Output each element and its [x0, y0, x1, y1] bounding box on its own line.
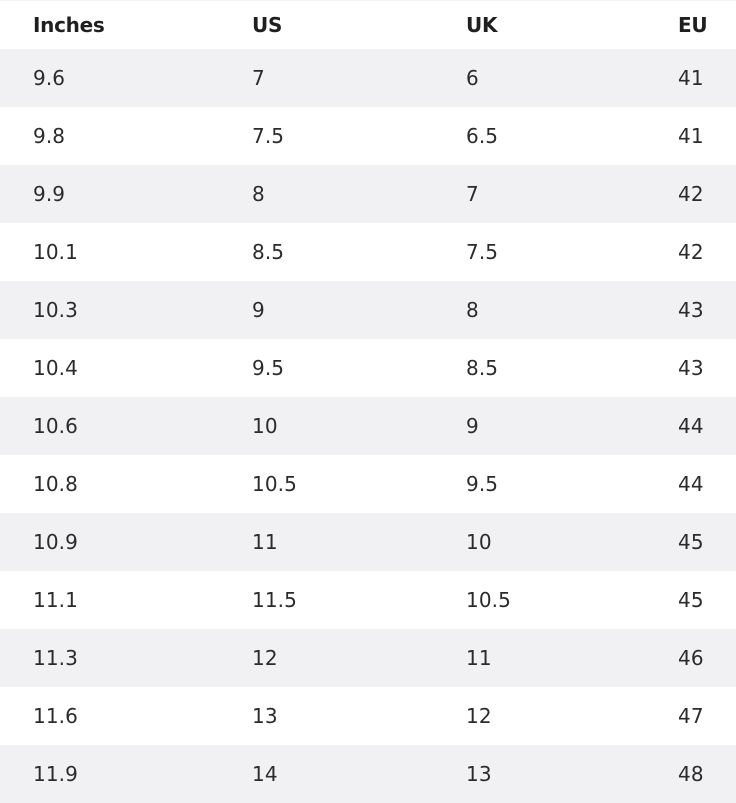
cell-eu: 41: [678, 124, 704, 148]
table-row: 10.8 10.5 9.5 44: [0, 455, 736, 513]
cell-us: 8.5: [252, 240, 285, 264]
cell-uk: 8: [466, 298, 479, 322]
cell-uk: 7.5: [466, 240, 499, 264]
cell-us: 11: [252, 530, 278, 554]
cell-inches: 11.9: [33, 762, 78, 786]
cell-inches: 10.4: [33, 356, 78, 380]
table-row: 11.9 14 13 48: [0, 745, 736, 803]
cell-uk: 11: [466, 646, 492, 670]
cell-inches: 9.9: [33, 182, 66, 206]
cell-eu: 44: [678, 414, 704, 438]
table-row: 10.3 9 8 43: [0, 281, 736, 339]
table-row: 9.9 8 7 42: [0, 165, 736, 223]
cell-inches: 9.8: [33, 124, 66, 148]
cell-inches: 9.6: [33, 66, 66, 90]
cell-us: 11.5: [252, 588, 297, 612]
header-uk: UK: [466, 13, 498, 37]
cell-us: 14: [252, 762, 278, 786]
table-body: 9.6 7 6 41 9.8 7.5 6.5 41 9.9 8 7 42 10.1 8.5 7.5 42 10.…: [0, 49, 736, 803]
cell-eu: 42: [678, 182, 704, 206]
cell-us: 9.5: [252, 356, 285, 380]
cell-uk: 12: [466, 704, 492, 728]
cell-eu: 45: [678, 588, 704, 612]
cell-us: 12: [252, 646, 278, 670]
cell-inches: 10.1: [33, 240, 78, 264]
cell-eu: 43: [678, 356, 704, 380]
cell-us: 13: [252, 704, 278, 728]
cell-uk: 7: [466, 182, 479, 206]
cell-eu: 48: [678, 762, 704, 786]
cell-eu: 41: [678, 66, 704, 90]
cell-eu: 45: [678, 530, 704, 554]
cell-inches: 10.9: [33, 530, 78, 554]
cell-us: 10.5: [252, 472, 297, 496]
cell-us: 10: [252, 414, 278, 438]
cell-uk: 10.5: [466, 588, 511, 612]
table-row: 10.9 11 10 45: [0, 513, 736, 571]
cell-us: 7: [252, 66, 265, 90]
table-row: 10.1 8.5 7.5 42: [0, 223, 736, 281]
cell-us: 7.5: [252, 124, 285, 148]
header-eu: EU: [678, 13, 708, 37]
cell-eu: 42: [678, 240, 704, 264]
cell-uk: 10: [466, 530, 492, 554]
table-row: 11.3 12 11 46: [0, 629, 736, 687]
table-row: 9.6 7 6 41: [0, 49, 736, 107]
header-us: US: [252, 13, 283, 37]
cell-inches: 11.6: [33, 704, 78, 728]
table-header-row: Inches US UK EU: [0, 0, 736, 49]
table-row: 11.6 13 12 47: [0, 687, 736, 745]
cell-inches: 11.1: [33, 588, 78, 612]
table-row: 10.6 10 9 44: [0, 397, 736, 455]
cell-uk: 9.5: [466, 472, 499, 496]
cell-eu: 44: [678, 472, 704, 496]
cell-uk: 8.5: [466, 356, 499, 380]
cell-inches: 10.8: [33, 472, 78, 496]
cell-us: 8: [252, 182, 265, 206]
table-row: 11.1 11.5 10.5 45: [0, 571, 736, 629]
cell-inches: 10.3: [33, 298, 78, 322]
header-inches: Inches: [33, 13, 105, 37]
cell-inches: 10.6: [33, 414, 78, 438]
cell-uk: 6.5: [466, 124, 499, 148]
cell-eu: 46: [678, 646, 704, 670]
table-row: 10.4 9.5 8.5 43: [0, 339, 736, 397]
table-row: 9.8 7.5 6.5 41: [0, 107, 736, 165]
cell-eu: 47: [678, 704, 704, 728]
cell-inches: 11.3: [33, 646, 78, 670]
cell-us: 9: [252, 298, 265, 322]
cell-uk: 6: [466, 66, 479, 90]
cell-uk: 13: [466, 762, 492, 786]
cell-uk: 9: [466, 414, 479, 438]
cell-eu: 43: [678, 298, 704, 322]
